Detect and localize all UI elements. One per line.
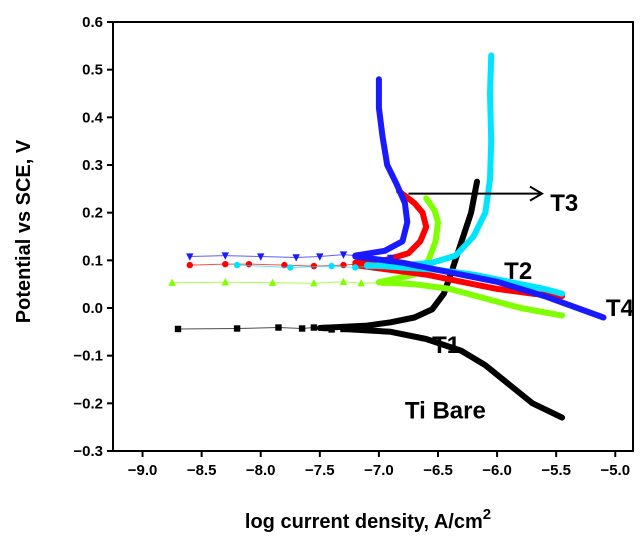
data-point-square [340, 325, 347, 333]
y-tick-label: 0.2 [82, 205, 103, 222]
y-tick-label: 0.6 [82, 14, 103, 31]
x-axis-title: log current density, A/cm2 [245, 506, 491, 533]
data-point-square [174, 325, 182, 333]
y-tick-label: 0.5 [82, 62, 103, 79]
axes: −0.3 −0.2 −0.1 0.0 0.1 0.2 0.3 0.4 0.5 0.6 −9.0 −8.… [73, 14, 634, 479]
series-label: Ti Bare [405, 397, 486, 424]
x-axis-title-text: log current density, A/cm [245, 511, 483, 533]
data-point-circle [328, 262, 335, 270]
data-point-triangle [316, 253, 324, 261]
series-t4 [186, 76, 607, 321]
data-point-triangle [381, 278, 389, 286]
x-tick-label: −5.5 [541, 462, 571, 479]
data-point-triangle [387, 254, 395, 263]
data-point-triangle [221, 252, 229, 260]
data-point-circle [352, 264, 359, 271]
plot-frame [112, 21, 634, 452]
cathodic-branch-line [375, 279, 566, 319]
data-point-triangle [221, 278, 229, 286]
data-point-square [310, 324, 318, 331]
data-point-circle [310, 262, 318, 270]
data-point-circle [186, 261, 194, 269]
y-tick-label: 0.0 [82, 300, 103, 317]
anodic-branch-line [352, 76, 411, 259]
y-tick-label: 0.4 [82, 109, 104, 126]
y-tick-label: 0.1 [82, 252, 103, 269]
data-point-triangle [268, 278, 277, 286]
data-point-triangle [339, 277, 348, 285]
series-connector-line [172, 281, 385, 284]
y-tick-label: 0.3 [82, 157, 103, 174]
annotation-arrow [408, 185, 544, 202]
data-point-square [233, 325, 241, 332]
data-point-triangle [357, 279, 365, 287]
data-point-triangle [363, 253, 371, 261]
x-axis-title-superscript: 2 [483, 506, 491, 523]
x-tick-label: −5.0 [600, 462, 630, 479]
data-point-triangle [292, 254, 300, 262]
series-label: T2 [504, 258, 532, 285]
data-point-circle [245, 260, 253, 268]
x-tick-label: −7.5 [305, 462, 335, 479]
y-tick-label: −0.1 [73, 348, 103, 365]
x-tick-label: −8.0 [246, 462, 276, 479]
data-point-triangle [310, 279, 318, 287]
series-label: T1 [432, 332, 460, 359]
y-axis-title: Potential vs SCE, V [13, 139, 35, 323]
y-tick-label: −0.3 [73, 443, 103, 460]
data-point-circle [233, 261, 241, 269]
data-point-square [275, 324, 282, 331]
data-point-circle [375, 261, 383, 269]
data-point-square [298, 325, 306, 332]
data-point-square [328, 326, 335, 333]
x-tick-label: −9.0 [128, 462, 158, 479]
data-point-circle [222, 260, 229, 268]
cathodic-branch-line [352, 253, 607, 321]
data-point-triangle [339, 251, 348, 259]
data-point-triangle [186, 253, 194, 261]
series-ti-bare [174, 178, 566, 421]
series-layer [168, 52, 607, 421]
data-point-triangle [257, 253, 265, 261]
labels-layer: log current density, A/cm2 Potential vs S… [13, 139, 634, 533]
series-label: T3 [550, 190, 578, 217]
x-tick-label: −7.0 [364, 462, 394, 479]
series-label: T4 [606, 295, 635, 322]
x-tick-label: −8.5 [187, 462, 217, 479]
data-point-square [322, 324, 329, 332]
cathodic-branch-line [340, 326, 566, 421]
annotation-arrow-head [529, 185, 544, 202]
y-tick-label: −0.2 [73, 395, 103, 412]
x-tick-label: −6.0 [482, 462, 512, 479]
data-point-triangle [168, 278, 176, 286]
data-point-circle [287, 264, 294, 271]
anodic-branch-line [316, 178, 480, 331]
x-tick-label: −6.5 [423, 462, 453, 479]
